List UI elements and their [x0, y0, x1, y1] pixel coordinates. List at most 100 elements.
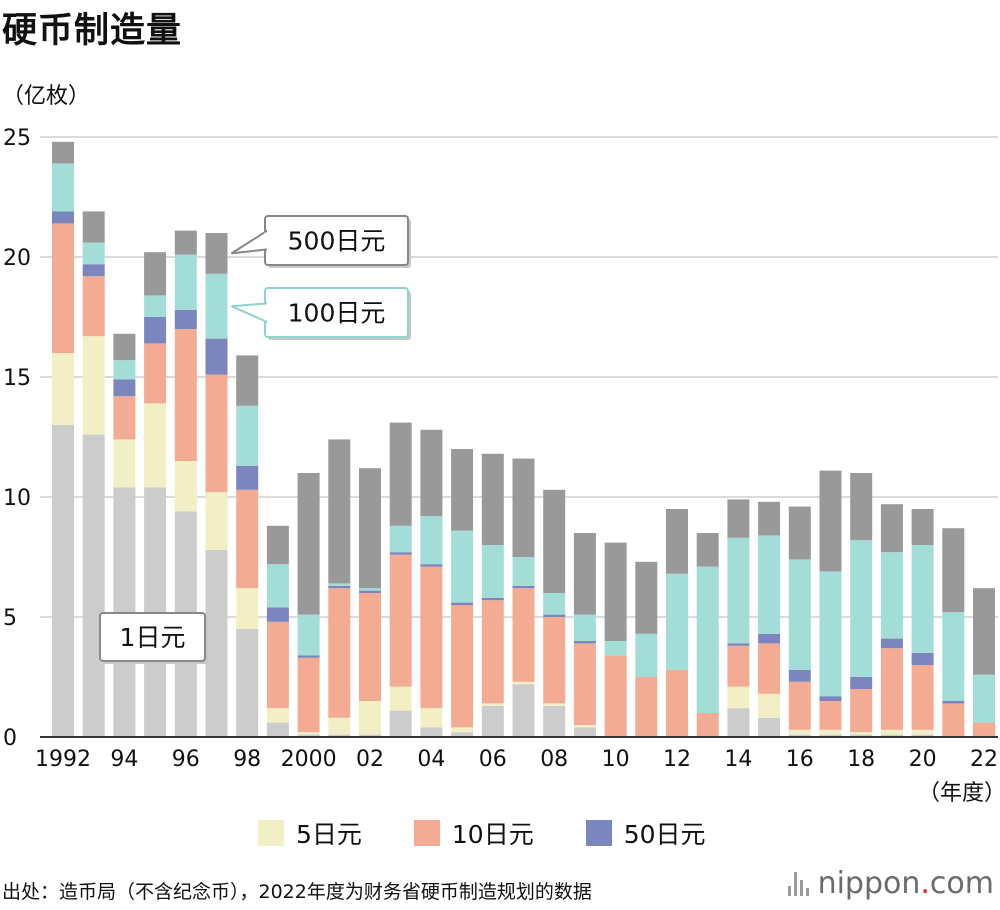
bar-segment-2018-100日元: [850, 540, 873, 677]
bar-segment-1998-500日元: [236, 355, 259, 406]
bar-segment-2002-500日元: [359, 468, 381, 589]
x-tick-label: 16: [786, 747, 814, 772]
bar-segment-1993-1日元: [82, 434, 105, 737]
legend-item-5yen: 5日元: [258, 815, 362, 851]
bar-segment-2004-1日元: [420, 727, 443, 737]
bar-segment-2020-50日元: [911, 653, 934, 665]
y-tick-label: 15: [3, 366, 31, 391]
bar-segment-1996-100日元: [174, 254, 197, 310]
bar-segment-1995-5日元: [144, 403, 167, 488]
bar-segment-2022-500日元: [973, 588, 995, 675]
bar-segment-2012-500日元: [666, 509, 688, 574]
bar-segment-2016-500日元: [788, 506, 811, 560]
bar-segment-2002-50日元: [359, 590, 381, 593]
bar-segment-2000-5日元: [297, 732, 320, 735]
legend: 5日元 10日元 50日元: [258, 815, 758, 851]
bar-segment-2007-100日元: [512, 557, 535, 586]
bar-segment-1994-10日元: [113, 396, 136, 440]
bar-segment-2018-50日元: [850, 677, 873, 689]
bar-segment-2014-500日元: [727, 499, 750, 538]
bar-segment-2015-500日元: [758, 501, 781, 536]
bar-segment-1998-1日元: [236, 629, 259, 737]
bar-segment-2001-100日元: [328, 583, 351, 586]
bar-segment-2016-50日元: [788, 669, 811, 682]
chart-title: 硬币制造量: [2, 11, 183, 51]
bar-segment-2003-10日元: [389, 554, 412, 687]
bar-segment-2003-100日元: [389, 525, 412, 553]
callout-pointer: [230, 229, 267, 255]
bar-segment-2015-10日元: [758, 643, 781, 694]
bar-segment-2005-500日元: [451, 449, 474, 531]
bar-segment-2008-5日元: [543, 703, 566, 706]
bar-segment-2001-500日元: [328, 439, 351, 584]
bar-segment-1992-50日元: [52, 211, 74, 224]
bar-segment-2009-100日元: [573, 614, 596, 641]
bar-segment-2006-5日元: [481, 703, 504, 706]
bar-segment-1997-50日元: [205, 338, 228, 375]
bar-segment-1998-5日元: [236, 588, 259, 629]
brand-logo: nippon. com: [787, 866, 994, 901]
bars: [52, 141, 995, 737]
bar-segment-2007-10日元: [512, 588, 535, 682]
bar-segment-2007-5日元: [512, 681, 535, 685]
y-axis-unit-label: （亿枚）: [2, 84, 91, 109]
bar-segment-2007-500日元: [512, 458, 535, 557]
bar-segment-2017-5日元: [819, 729, 842, 735]
bar-segment-2020-1日元: [911, 734, 934, 737]
bar-segment-2010-100日元: [604, 641, 627, 656]
brand-name: nippon: [817, 866, 921, 901]
bar-segment-2009-5日元: [573, 725, 596, 728]
bar-segment-1999-500日元: [266, 525, 289, 565]
bar-segment-1999-50日元: [266, 607, 289, 622]
bar-segment-1999-100日元: [266, 564, 289, 608]
bar-segment-2020-100日元: [911, 545, 934, 653]
bar-segment-2016-5日元: [788, 729, 811, 735]
x-tick-label: 02: [356, 747, 384, 772]
bar-segment-2004-10日元: [420, 566, 443, 709]
bar-segment-2018-5日元: [850, 732, 873, 735]
bar-segment-1993-5日元: [82, 336, 105, 435]
bar-segment-2001-50日元: [328, 585, 351, 589]
bar-segment-2006-1日元: [481, 705, 504, 737]
bar-segment-1998-50日元: [236, 465, 259, 490]
bar-segment-2005-10日元: [451, 605, 474, 728]
bar-segment-2015-100日元: [758, 535, 781, 634]
bar-segment-2020-10日元: [911, 665, 934, 730]
x-tick-label: 18: [847, 747, 875, 772]
bar-segment-2001-5日元: [328, 717, 351, 735]
bar-segment-2008-10日元: [543, 617, 566, 704]
bar-segment-2011-100日元: [635, 633, 658, 677]
brand-bars-icon: [787, 871, 810, 896]
bar-segment-2003-500日元: [389, 422, 412, 526]
x-tick-label: 14: [724, 747, 752, 772]
legend-label-50yen: 50日元: [623, 820, 706, 849]
bar-segment-2004-500日元: [420, 429, 443, 517]
brand-dot: .: [920, 866, 930, 901]
bar-segment-2018-500日元: [850, 473, 873, 541]
bar-segment-2013-10日元: [696, 713, 719, 737]
bar-segment-1992-1日元: [52, 425, 74, 737]
bar-segment-2013-500日元: [696, 533, 719, 567]
bar-segment-2012-10日元: [666, 669, 688, 737]
callout-pointer: [231, 302, 267, 324]
callout-1日元: 1日元: [99, 612, 208, 664]
bar-segment-2008-50日元: [543, 614, 566, 617]
bar-segment-2016-10日元: [788, 681, 811, 730]
bar-segment-1994-500日元: [113, 333, 136, 361]
bar-segment-2008-1日元: [543, 705, 566, 737]
bar-segment-2001-1日元: [328, 734, 351, 737]
bar-segment-1998-100日元: [236, 405, 259, 466]
x-tick-label: 10: [602, 747, 630, 772]
bar-segment-2009-50日元: [573, 641, 596, 644]
bar-segment-2015-50日元: [758, 633, 781, 644]
bar-segment-2010-10日元: [604, 655, 627, 737]
bar-segment-2011-10日元: [635, 677, 658, 737]
x-tick-label: 04: [417, 747, 445, 772]
y-tick-label: 25: [3, 126, 31, 151]
callout-100日元: 100日元: [231, 287, 411, 340]
bar-segment-2019-1日元: [880, 734, 903, 737]
y-tick-label: 20: [3, 246, 31, 271]
bar-segment-2005-1日元: [451, 732, 474, 737]
bar-segment-1992-500日元: [52, 141, 74, 164]
bar-segment-1996-5日元: [174, 461, 197, 512]
